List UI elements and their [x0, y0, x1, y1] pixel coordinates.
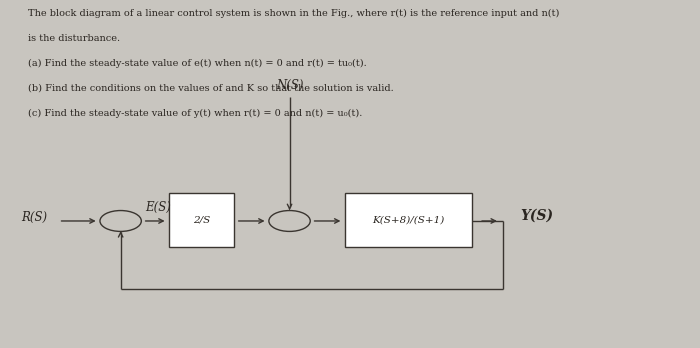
Text: (b) Find the conditions on the values of and K so that the solution is valid.: (b) Find the conditions on the values of… — [27, 84, 393, 93]
Text: 2/S: 2/S — [193, 216, 210, 224]
Bar — [169, 193, 234, 247]
Text: R(S): R(S) — [21, 211, 47, 224]
Text: E(S): E(S) — [145, 201, 171, 214]
Bar — [344, 193, 472, 247]
Text: (a) Find the steady-state value of e(t) when n(t) = 0 and r(t) = tu₀(t).: (a) Find the steady-state value of e(t) … — [27, 59, 366, 68]
Text: Y(S): Y(S) — [521, 209, 554, 223]
Text: (c) Find the steady-state value of y(t) when r(t) = 0 and n(t) = u₀(t).: (c) Find the steady-state value of y(t) … — [27, 109, 362, 118]
Text: is the disturbance.: is the disturbance. — [27, 34, 120, 43]
Text: K(S+8)/(S+1): K(S+8)/(S+1) — [372, 216, 444, 224]
Text: N(S): N(S) — [276, 79, 303, 92]
Text: The block diagram of a linear control system is shown in the Fig., where r(t) is: The block diagram of a linear control sy… — [27, 9, 559, 18]
